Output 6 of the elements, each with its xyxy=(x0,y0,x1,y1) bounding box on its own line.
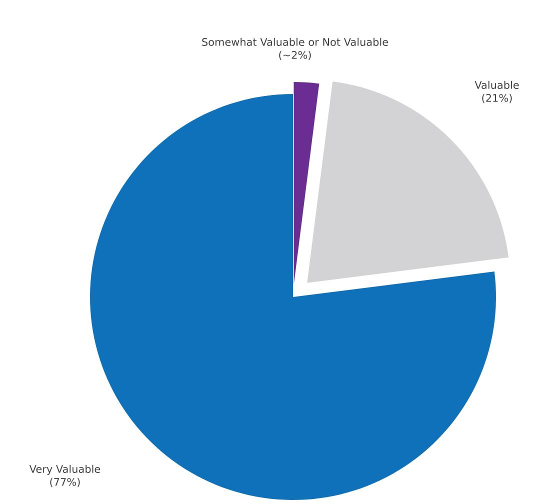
data-label: (~2%) xyxy=(279,50,311,60)
slice-label: Very Valuable xyxy=(29,464,100,475)
data-label: (21%) xyxy=(482,94,512,104)
slice-label: Valuable xyxy=(474,80,519,89)
slice-label: Somewhat Valuable or Not Valuable xyxy=(202,38,388,46)
data-label: (77%) xyxy=(50,478,80,488)
